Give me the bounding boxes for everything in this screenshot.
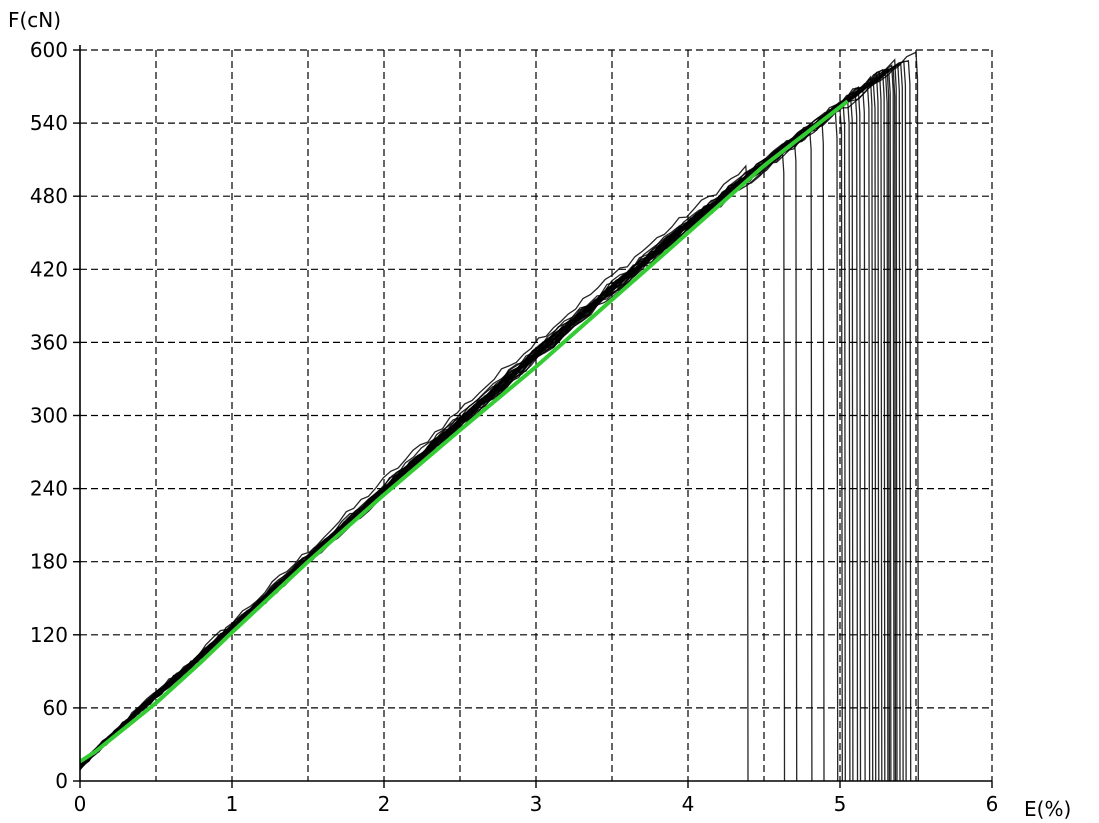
y-tick-label: 420 [30, 257, 68, 281]
y-tick-label: 540 [30, 111, 68, 135]
y-tick-label: 60 [43, 696, 68, 720]
x-tick-labels: 0 1 2 3 4 5 6 [74, 792, 999, 816]
x-tick-label: 1 [226, 792, 239, 816]
y-tick-label: 600 [30, 38, 68, 62]
y-tick-label: 360 [30, 330, 68, 354]
test-curves [79, 51, 919, 782]
average-curve-group [78, 99, 849, 764]
x-tick-label: 6 [986, 792, 999, 816]
y-tick-label: 180 [30, 550, 68, 574]
y-tick-label: 0 [55, 769, 68, 793]
axes [73, 45, 993, 788]
x-tick-label: 2 [378, 792, 391, 816]
x-axis-title: E(%) [1024, 797, 1071, 821]
x-tick-label: 4 [682, 792, 695, 816]
y-tick-label: 120 [30, 623, 68, 647]
y-tick-label: 240 [30, 477, 68, 501]
y-axis-title: F(cN) [8, 8, 61, 32]
test-curve [79, 51, 919, 782]
x-tick-label: 0 [74, 792, 87, 816]
x-tick-label: 5 [834, 792, 847, 816]
y-tick-labels: 0 60 120 180 240 300 360 420 480 540 600 [30, 38, 68, 793]
y-tick-label: 480 [30, 184, 68, 208]
grid [80, 49, 993, 781]
x-tick-label: 3 [530, 792, 543, 816]
average-curve [78, 99, 849, 764]
y-tick-label: 300 [30, 404, 68, 428]
